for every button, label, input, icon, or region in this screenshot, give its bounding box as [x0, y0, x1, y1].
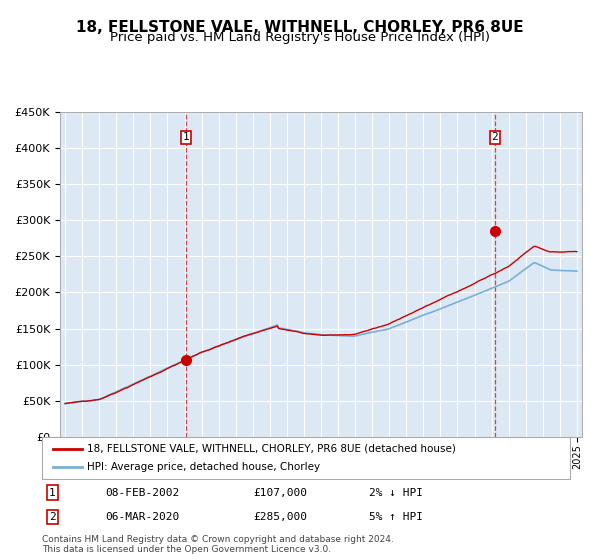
Text: Contains HM Land Registry data © Crown copyright and database right 2024.
This d: Contains HM Land Registry data © Crown c…: [42, 535, 394, 554]
Text: HPI: Average price, detached house, Chorley: HPI: Average price, detached house, Chor…: [87, 462, 320, 472]
Text: £285,000: £285,000: [253, 512, 307, 522]
Text: 18, FELLSTONE VALE, WITHNELL, CHORLEY, PR6 8UE (detached house): 18, FELLSTONE VALE, WITHNELL, CHORLEY, P…: [87, 444, 456, 454]
Text: 1: 1: [183, 132, 190, 142]
Text: 1: 1: [49, 488, 56, 498]
Text: 06-MAR-2020: 06-MAR-2020: [106, 512, 179, 522]
Text: 2: 2: [491, 132, 498, 142]
Text: 2% ↓ HPI: 2% ↓ HPI: [370, 488, 424, 498]
Text: Price paid vs. HM Land Registry's House Price Index (HPI): Price paid vs. HM Land Registry's House …: [110, 31, 490, 44]
Text: 5% ↑ HPI: 5% ↑ HPI: [370, 512, 424, 522]
Text: 18, FELLSTONE VALE, WITHNELL, CHORLEY, PR6 8UE: 18, FELLSTONE VALE, WITHNELL, CHORLEY, P…: [76, 20, 524, 35]
Text: 2: 2: [49, 512, 56, 522]
Text: £107,000: £107,000: [253, 488, 307, 498]
Text: 08-FEB-2002: 08-FEB-2002: [106, 488, 179, 498]
